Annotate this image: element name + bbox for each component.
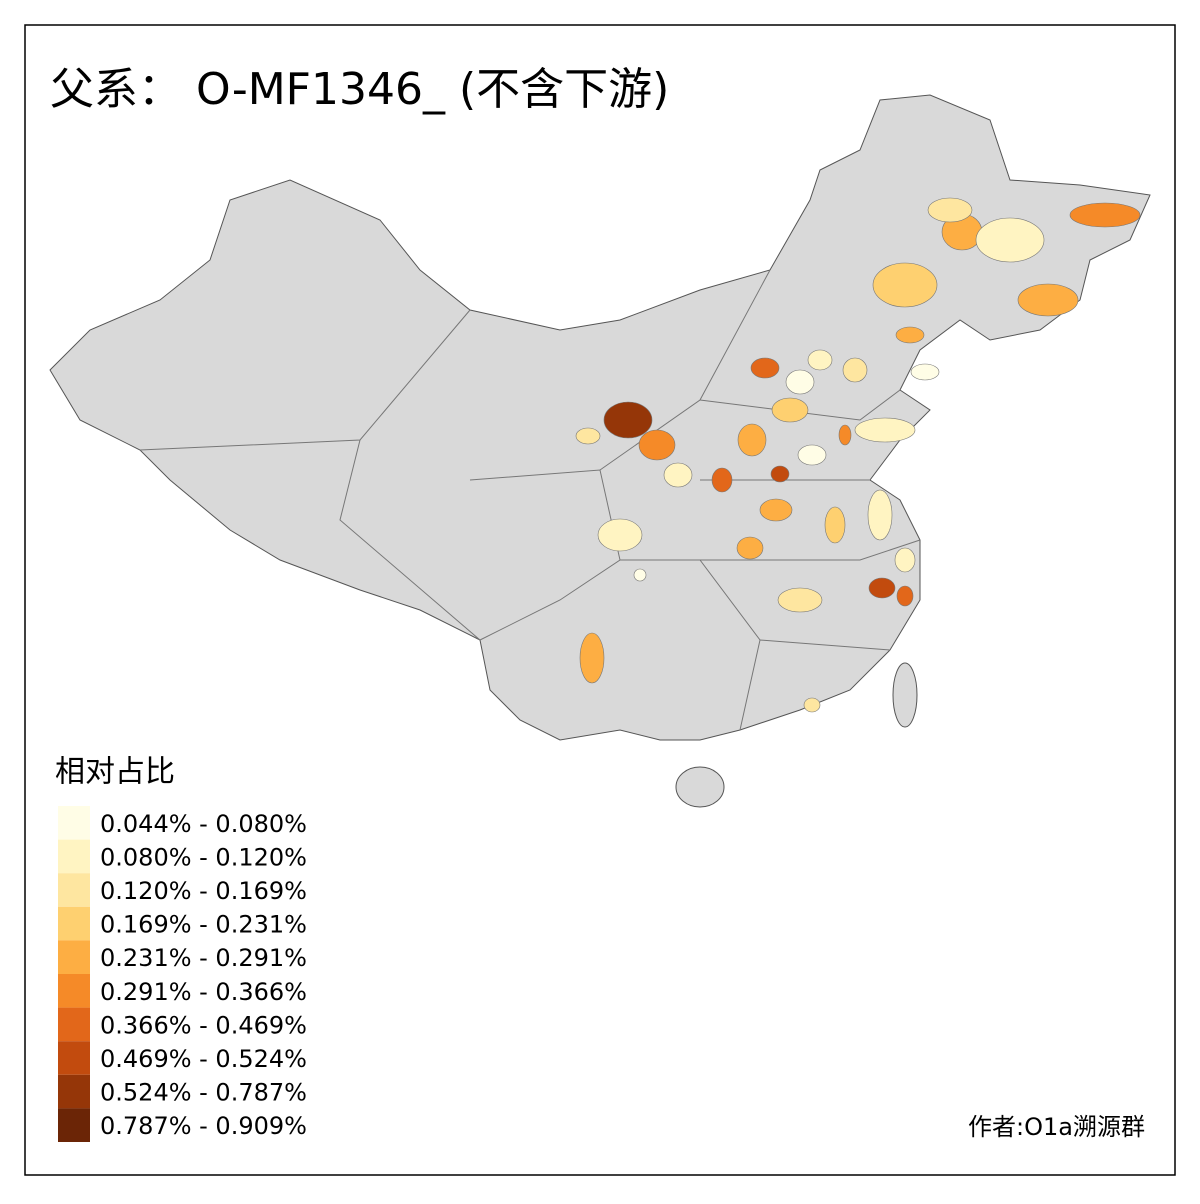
- legend-label: 0.231% - 0.291%: [100, 944, 307, 972]
- legend-swatch: [58, 806, 90, 840]
- legend-label: 0.169% - 0.231%: [100, 911, 307, 939]
- china-outline: [49, 94, 1151, 741]
- region: [910, 363, 940, 381]
- legend-swatch: [58, 940, 90, 974]
- region: [1069, 202, 1141, 228]
- legend-swatch: [58, 1007, 90, 1042]
- credit: 作者:O1a溯源群: [968, 1113, 1145, 1141]
- taiwan: [892, 662, 918, 728]
- legend-swatch: [58, 873, 90, 907]
- region: [603, 401, 653, 439]
- region: [896, 585, 914, 607]
- region: [868, 577, 896, 599]
- region: [579, 632, 605, 684]
- legend-label: 0.080% - 0.120%: [100, 843, 307, 871]
- region: [759, 498, 793, 522]
- legend-swatch: [58, 839, 90, 874]
- region: [750, 357, 780, 379]
- legend-label: 0.366% - 0.469%: [100, 1011, 307, 1039]
- legend-swatch: [58, 1074, 90, 1109]
- legend-label: 0.787% - 0.909%: [100, 1112, 307, 1140]
- map-title: 父系： O-MF1346_ (不含下游): [50, 64, 669, 115]
- region: [711, 467, 733, 493]
- legend-swatch: [58, 974, 90, 1008]
- legend-label: 0.120% - 0.169%: [100, 877, 307, 905]
- region: [597, 518, 643, 552]
- region: [927, 197, 973, 223]
- region: [854, 417, 916, 443]
- region: [807, 349, 833, 371]
- region: [803, 697, 821, 713]
- region: [638, 429, 676, 461]
- region: [872, 262, 938, 308]
- region: [895, 326, 925, 344]
- region: [777, 587, 823, 613]
- region: [770, 465, 790, 483]
- legend-title: 相对占比: [55, 755, 175, 790]
- border: [759, 639, 891, 651]
- region: [797, 444, 827, 466]
- border: [700, 539, 921, 561]
- region: [975, 217, 1045, 263]
- province-borders: [139, 269, 921, 731]
- legend-swatch: [58, 1108, 90, 1142]
- legend-label: 0.524% - 0.787%: [100, 1079, 307, 1107]
- region: [633, 568, 647, 582]
- border: [699, 389, 901, 421]
- region: [894, 547, 916, 573]
- legend: 0.044% - 0.080% 0.080% - 0.120% 0.120% - 0…: [58, 806, 307, 1142]
- region-fills: [575, 197, 1141, 713]
- legend-label: 0.469% - 0.524%: [100, 1045, 307, 1073]
- region: [824, 506, 846, 544]
- legend-label: 0.044% - 0.080%: [100, 810, 307, 838]
- hainan: [675, 766, 725, 808]
- legend-swatch: [58, 1041, 90, 1075]
- region: [785, 369, 815, 395]
- legend-swatch: [58, 906, 90, 941]
- region: [867, 489, 893, 541]
- border: [339, 439, 481, 641]
- legend-label: 0.291% - 0.366%: [100, 978, 307, 1006]
- region: [575, 427, 601, 445]
- region: [838, 424, 852, 446]
- border: [620, 559, 761, 731]
- region: [736, 536, 764, 560]
- region: [1017, 283, 1079, 317]
- region: [842, 357, 868, 383]
- region: [771, 397, 809, 423]
- region: [737, 423, 767, 457]
- region: [663, 462, 693, 488]
